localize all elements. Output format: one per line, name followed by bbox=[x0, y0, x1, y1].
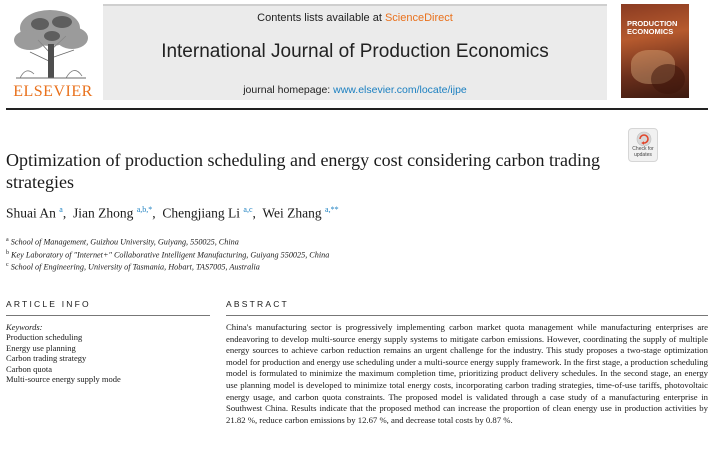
author-affiliation-ref[interactable]: a,c bbox=[243, 205, 253, 214]
check-for-updates-button[interactable]: Check for updates bbox=[628, 128, 658, 162]
affiliation-marker: b bbox=[6, 249, 9, 256]
author-affiliation-ref[interactable]: a bbox=[59, 205, 63, 214]
affiliation-text: Key Laboratory of "Internet+" Collaborat… bbox=[11, 250, 330, 260]
article-title: Optimization of production scheduling an… bbox=[6, 150, 601, 192]
journal-cover[interactable]: PRODUCTION ECONOMICS bbox=[621, 4, 689, 98]
journal-masthead: Contents lists available at ScienceDirec… bbox=[103, 4, 607, 100]
affiliation-text: School of Management, Guizhou University… bbox=[10, 237, 239, 247]
cover-title: PRODUCTION ECONOMICS bbox=[627, 20, 687, 36]
check-updates-icon bbox=[636, 131, 652, 147]
affiliation-marker: c bbox=[6, 262, 9, 269]
abstract-text: China's manufacturing sector is progress… bbox=[226, 322, 708, 425]
cover-art-shadow bbox=[651, 64, 685, 94]
author-affiliation-ref[interactable]: a,** bbox=[325, 205, 339, 214]
affiliation-text: School of Engineering, University of Tas… bbox=[10, 263, 260, 273]
abstract-heading: ABSTRACT bbox=[226, 299, 289, 309]
author-name[interactable]: Shuai An bbox=[6, 205, 56, 221]
article-info-heading: ARTICLE INFO bbox=[6, 299, 91, 309]
header-divider bbox=[6, 108, 708, 110]
publisher-name: ELSEVIER bbox=[13, 83, 93, 100]
keyword-item: Multi-source energy supply mode bbox=[6, 374, 121, 384]
cover-title-line2: ECONOMICS bbox=[627, 27, 674, 36]
author-name[interactable]: Wei Zhang bbox=[262, 205, 322, 221]
author-list: Shuai An a, Jian Zhong a,b,*, Chengjiang… bbox=[6, 205, 339, 221]
keywords-label: Keywords: bbox=[6, 322, 43, 332]
check-updates-label: Check for updates bbox=[629, 146, 657, 158]
contents-line: Contents lists available at ScienceDirec… bbox=[103, 12, 607, 24]
homepage-link[interactable]: www.elsevier.com/locate/ijpe bbox=[333, 84, 467, 96]
elsevier-tree-icon bbox=[10, 6, 92, 80]
abstract-divider bbox=[226, 315, 708, 316]
sciencedirect-link[interactable]: ScienceDirect bbox=[384, 12, 453, 24]
keyword-list: Production scheduling Energy use plannin… bbox=[6, 332, 121, 385]
keyword-item: Energy use planning bbox=[6, 342, 76, 353]
check-updates-line2: updates bbox=[634, 151, 652, 158]
homepage-prefix: journal homepage: bbox=[243, 84, 334, 96]
check-updates-line1: Check for bbox=[632, 146, 654, 152]
affiliation-item: c School of Engineering, University of T… bbox=[6, 260, 606, 273]
article-info-divider bbox=[6, 315, 210, 316]
keyword-item: Carbon quota bbox=[6, 363, 53, 374]
affiliation-list: a School of Management, Guizhou Universi… bbox=[6, 235, 606, 273]
author-name[interactable]: Jian Zhong bbox=[72, 205, 134, 221]
journal-title[interactable]: International Journal of Production Econ… bbox=[161, 41, 549, 62]
author-name[interactable]: Chengjiang Li bbox=[162, 205, 241, 221]
contents-prefix: Contents lists available at bbox=[257, 12, 385, 24]
keyword-item: Carbon trading strategy bbox=[6, 353, 87, 363]
cover-title-line1: PRODUCTION bbox=[627, 19, 678, 28]
affiliation-marker: a bbox=[6, 237, 9, 243]
keyword-item: Production scheduling bbox=[6, 332, 83, 342]
elsevier-logo[interactable]: ELSEVIER bbox=[6, 4, 96, 102]
affiliation-item: a School of Management, Guizhou Universi… bbox=[6, 235, 606, 248]
affiliation-item: b Key Laboratory of "Internet+" Collabor… bbox=[6, 248, 606, 261]
author-affiliation-ref[interactable]: a,b,* bbox=[136, 205, 153, 214]
homepage-line: journal homepage: www.elsevier.com/locat… bbox=[103, 84, 607, 96]
